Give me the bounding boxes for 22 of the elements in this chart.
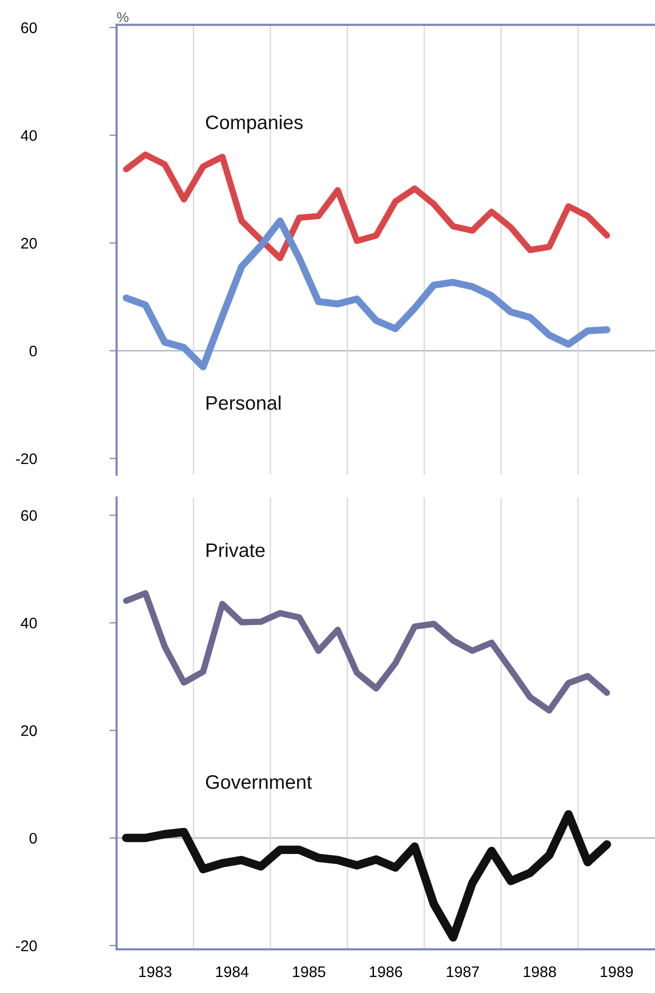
y-tick-label: 0 [30, 832, 37, 844]
x-tick-label: 1986 [370, 966, 402, 978]
y-tick-label: 60 [21, 510, 37, 521]
y-tick-label: 60 [21, 22, 37, 34]
series-label: Companies [206, 114, 303, 134]
x-tick-label: 1987 [446, 966, 479, 978]
x-tick-label: 1983 [139, 966, 172, 978]
x-tick-label: 1988 [524, 966, 556, 978]
y-tick-label: -20 [16, 940, 37, 952]
text: Private [206, 542, 265, 558]
y-tick-label: 20 [21, 238, 37, 249]
y-tick-label: 0 [30, 346, 37, 356]
x-tick-label: 1985 [293, 966, 326, 978]
y-tick-label: -20 [16, 453, 37, 464]
y-axis-title: % [117, 12, 128, 22]
x-tick-label: 1989 [600, 966, 633, 978]
text: Government [206, 775, 312, 789]
y-tick-label: 40 [20, 130, 37, 141]
series-label: Personal [206, 396, 280, 410]
y-tick-label: 20 [21, 725, 37, 736]
y-tick-label: 40 [20, 618, 37, 629]
x-tick-label: 1984 [216, 966, 249, 978]
